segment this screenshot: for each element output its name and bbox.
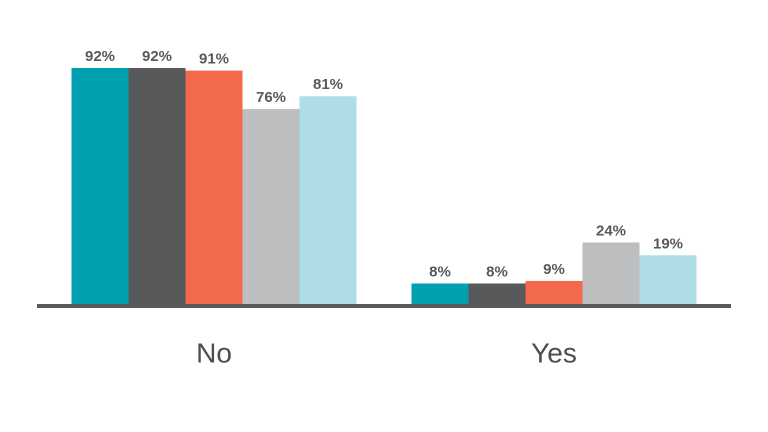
value-label: 9% — [543, 261, 565, 278]
bar — [582, 242, 640, 304]
value-label: 8% — [429, 263, 451, 280]
value-label: 81% — [313, 76, 343, 93]
value-label: 8% — [486, 263, 508, 280]
bar — [468, 283, 526, 304]
bar — [242, 109, 300, 304]
value-label: 92% — [142, 48, 172, 65]
bar — [128, 68, 186, 305]
value-label: 76% — [256, 89, 286, 106]
value-label: 91% — [199, 51, 229, 68]
bar — [411, 283, 469, 304]
value-label: 24% — [596, 222, 626, 239]
x-tick-label: No — [196, 337, 232, 368]
bar — [185, 70, 243, 305]
bar — [639, 255, 697, 304]
bar — [299, 96, 357, 304]
bar — [71, 68, 129, 305]
value-label: 92% — [85, 48, 115, 65]
value-label: 19% — [653, 235, 683, 252]
x-tick-label: Yes — [531, 337, 577, 368]
bars — [71, 68, 697, 305]
bar — [525, 280, 583, 304]
